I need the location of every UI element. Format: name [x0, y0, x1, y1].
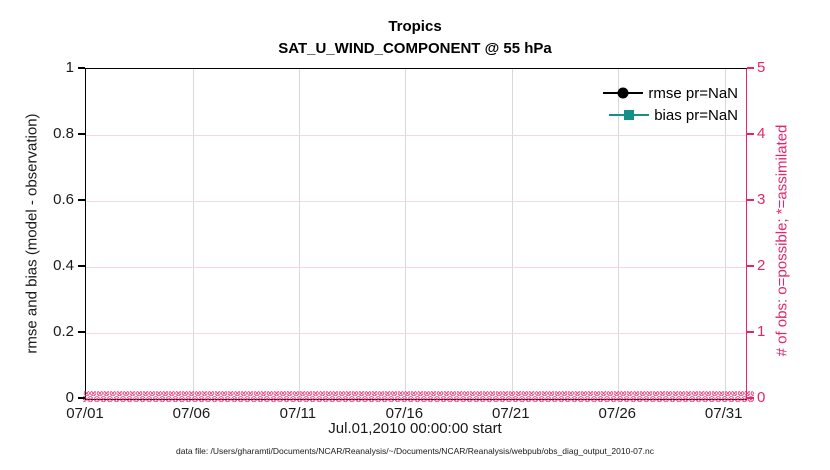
gridline-vertical [511, 69, 513, 399]
right-tick-mark [746, 67, 754, 69]
left-tick-label: 0.2 [53, 323, 74, 340]
left-tick-label: 0 [65, 389, 74, 406]
gridline-horizontal [86, 201, 746, 202]
left-tick-label: 0.6 [53, 191, 74, 208]
right-tick-label: 2 [757, 257, 766, 274]
data-file-note: data file: /Users/gharamti/Documents/NCA… [176, 446, 654, 456]
left-tick-mark [78, 265, 85, 267]
x-tick-label: 07/26 [598, 405, 637, 422]
right-axis-label: # of obs: o=possible; *=assimilated [773, 124, 791, 357]
left-tick-label: 1 [65, 59, 74, 76]
gridline-vertical [192, 69, 194, 399]
legend-item-bias: bias pr=NaN [603, 104, 738, 126]
left-tick-mark [78, 397, 85, 399]
right-tick-mark [746, 133, 754, 135]
chart-subtitle: SAT_U_WIND_COMPONENT @ 55 hPa [278, 40, 552, 57]
right-tick-mark [746, 199, 754, 201]
right-tick-label: 5 [757, 59, 766, 76]
x-tick-label: 07/31 [704, 405, 743, 422]
right-tick-mark [746, 331, 754, 333]
obs-marker-row: ⊗⊗⊗⊗⊗⊗⊗⊗⊗⊗⊗⊗⊗⊗⊗⊗⊗⊗⊗⊗⊗⊗⊗⊗⊗⊗⊗⊗⊗⊗⊗⊗⊗⊗⊗⊗⊗⊗⊗⊗… [83, 391, 754, 399]
left-tick-mark [78, 331, 85, 333]
obs-count-markers-band: ⊗⊗⊗⊗⊗⊗⊗⊗⊗⊗⊗⊗⊗⊗⊗⊗⊗⊗⊗⊗⊗⊗⊗⊗⊗⊗⊗⊗⊗⊗⊗⊗⊗⊗⊗⊗⊗⊗⊗⊗… [83, 391, 754, 404]
square-marker-icon [624, 110, 635, 120]
x-axis-label: Jul.01,2010 00:00:00 start [328, 420, 502, 437]
right-tick-label: 1 [757, 323, 766, 340]
left-tick-label: 0.8 [53, 125, 74, 142]
left-tick-mark [78, 133, 85, 135]
legend-label: bias pr=NaN [654, 106, 738, 124]
legend-item-rmse: rmse pr=NaN [603, 82, 738, 104]
x-tick-label: 07/06 [172, 405, 211, 422]
x-tick-label: 07/01 [66, 405, 104, 422]
left-tick-mark [78, 199, 85, 201]
obs-marker-row: ⊗⊗⊗⊗⊗⊗⊗⊗⊗⊗⊗⊗⊗⊗⊗⊗⊗⊗⊗⊗⊗⊗⊗⊗⊗⊗⊗⊗⊗⊗⊗⊗⊗⊗⊗⊗⊗⊗⊗⊗… [83, 395, 754, 405]
legend-label: rmse pr=NaN [648, 84, 738, 102]
gridline-vertical [405, 69, 407, 399]
plot-area [85, 68, 747, 400]
gridline-horizontal [86, 267, 746, 268]
x-tick-label: 07/11 [279, 405, 317, 422]
x-tick-label: 07/21 [492, 405, 530, 422]
right-tick-label: 0 [757, 389, 766, 406]
x-tick-label: 07/16 [385, 405, 424, 422]
legend-line [603, 87, 644, 99]
legend: rmse pr=NaN bias pr=NaN [603, 82, 738, 126]
gridline-vertical [724, 69, 726, 399]
left-tick-label: 0.4 [53, 257, 74, 274]
legend-line [609, 110, 650, 120]
gridline-horizontal [86, 333, 746, 334]
circle-marker-icon [617, 87, 629, 99]
right-tick-mark [746, 265, 754, 267]
chart-title: Tropics [388, 18, 442, 35]
left-tick-mark [78, 67, 85, 69]
gridline-vertical [298, 69, 300, 399]
right-tick-label: 3 [757, 191, 766, 208]
right-tick-label: 4 [757, 125, 766, 142]
gridline-horizontal [86, 135, 746, 136]
gridline-vertical [618, 69, 620, 399]
right-tick-mark [746, 397, 754, 399]
